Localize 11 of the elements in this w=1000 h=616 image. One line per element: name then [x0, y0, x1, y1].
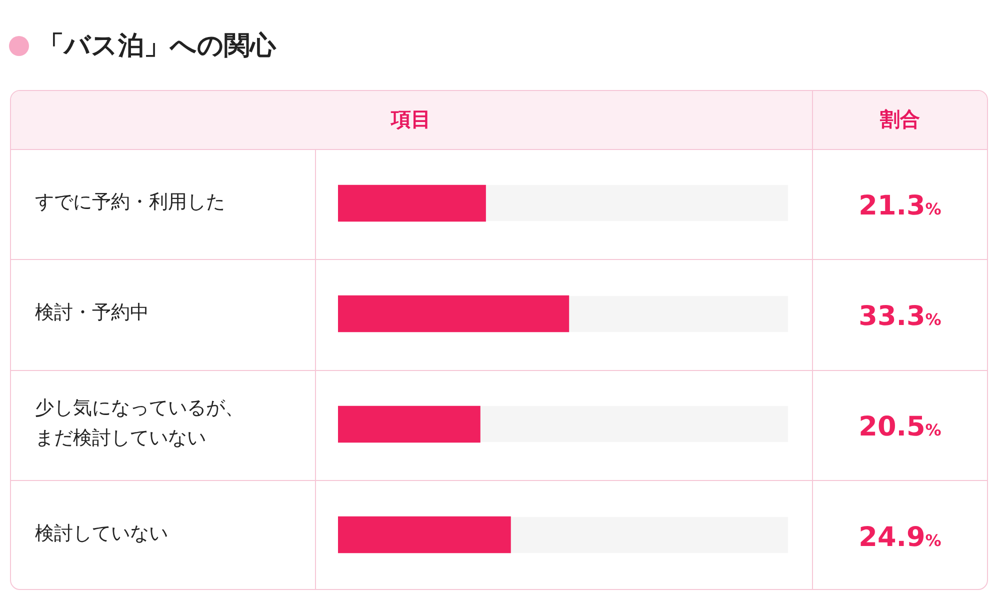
text: 割合: [879, 106, 921, 133]
y-tick-label: 検討していない: [35, 522, 168, 545]
y-tick-label: 検討・予約中: [35, 302, 149, 324]
y-tick-label: 少し気になっているが、まだ検討していない: [35, 397, 244, 450]
data-label: 24.9%: [858, 522, 942, 553]
chart-title: 「バス泊」への関心: [38, 30, 276, 63]
text: 項目: [390, 106, 432, 133]
data-label: 20.5%: [858, 411, 942, 442]
data-label: 21.3%: [858, 190, 942, 222]
data-label: 33.3%: [858, 300, 942, 332]
y-tick-label: すでに予約・利用した: [35, 191, 225, 214]
